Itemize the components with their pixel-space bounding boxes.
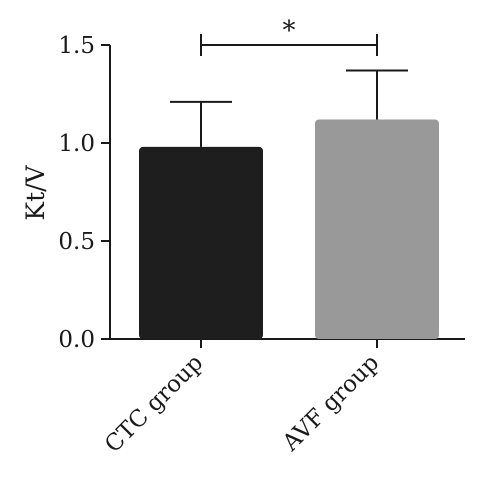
x-category-label: CTC group (100, 350, 208, 458)
x-ticks: CTC group AVF group (100, 339, 384, 458)
significance-bracket: * (200, 16, 378, 56)
error-bars (170, 69, 408, 147)
y-tick-label: 1.0 (58, 131, 95, 157)
y-tick-label: 0.5 (58, 229, 95, 255)
x-category-label: AVF group (277, 350, 384, 457)
y-axis-title: Kt/V (21, 164, 50, 220)
bar (139, 146, 263, 339)
y-tick-label: 1.5 (58, 33, 95, 59)
significance-label: * (283, 16, 296, 46)
bars (139, 119, 439, 339)
y-ticks: 0.0 0.5 1.0 1.5 (58, 33, 110, 353)
y-tick-label: 0.0 (58, 327, 95, 353)
bar (315, 119, 439, 339)
